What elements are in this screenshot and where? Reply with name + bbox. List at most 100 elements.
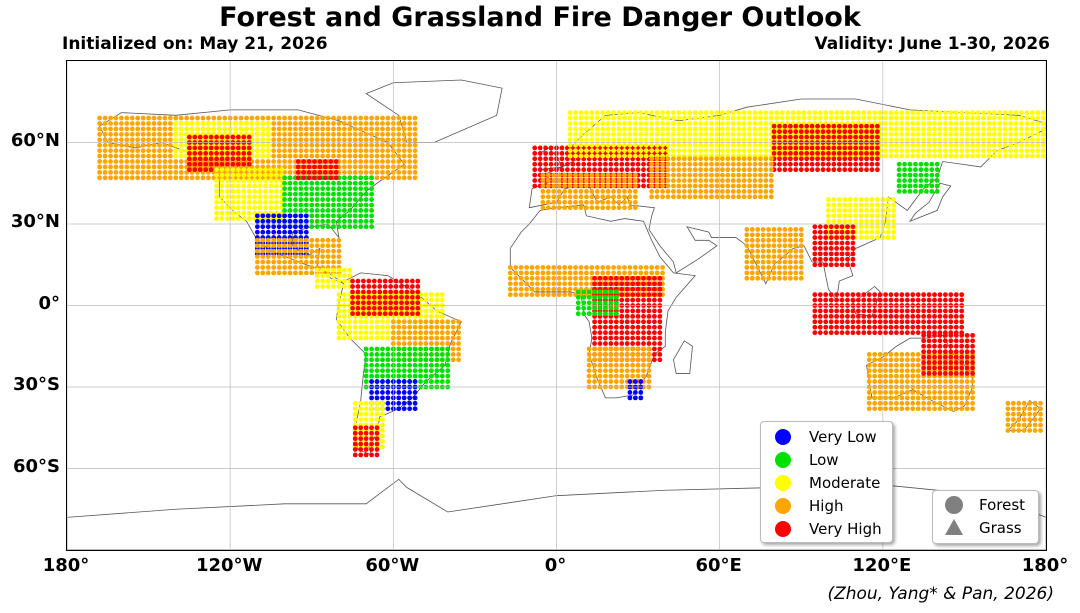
fire-danger-point [352, 202, 358, 208]
fire-danger-point [276, 237, 282, 243]
fire-danger-point [518, 286, 524, 292]
fire-danger-point [611, 142, 617, 148]
fire-danger-point [303, 142, 309, 148]
fire-danger-point [616, 194, 622, 200]
fire-danger-point [622, 205, 627, 211]
fire-danger-point [439, 297, 445, 303]
fire-danger-point [396, 142, 402, 148]
fire-danger-point [970, 148, 975, 154]
fire-danger-point [189, 175, 195, 181]
fire-danger-point [782, 156, 788, 162]
fire-danger-point [970, 142, 975, 148]
fire-danger-point [692, 142, 698, 148]
fire-danger-point [921, 148, 927, 154]
fire-danger-point [719, 183, 725, 189]
fire-danger-point [401, 335, 407, 341]
fire-danger-point [589, 189, 595, 194]
fire-danger-point [363, 373, 369, 379]
fire-danger-point [208, 161, 214, 167]
fire-danger-point [597, 368, 603, 374]
fire-danger-point [287, 248, 293, 254]
fire-danger-point [812, 229, 818, 235]
fire-danger-point [855, 110, 861, 116]
fire-danger-point [551, 199, 557, 205]
fire-danger-point [646, 379, 652, 384]
fire-danger-point [948, 121, 954, 126]
fire-danger-point [597, 311, 603, 317]
fire-danger-point [371, 300, 377, 306]
fire-danger-point [665, 110, 671, 116]
fire-danger-point [347, 142, 353, 148]
fire-danger-point [551, 275, 557, 281]
fire-danger-point [331, 224, 336, 230]
fire-danger-point [902, 189, 907, 194]
fire-danger-point [826, 161, 831, 167]
fire-danger-point [635, 313, 641, 319]
fire-danger-point [235, 216, 241, 221]
fire-danger-point [725, 189, 731, 194]
fire-danger-point [600, 131, 606, 137]
fire-danger-point [899, 153, 905, 159]
fire-danger-point [981, 115, 986, 121]
fire-danger-point [295, 164, 301, 170]
fire-danger-point [687, 172, 693, 178]
fire-danger-point [409, 284, 415, 289]
fire-danger-point [230, 150, 236, 156]
fire-danger-point [589, 131, 595, 137]
fire-danger-point [331, 142, 336, 148]
fire-danger-point [97, 175, 103, 181]
fire-danger-point [915, 406, 921, 412]
fire-danger-point [671, 167, 676, 173]
fire-danger-point [102, 164, 108, 170]
fire-danger-point [741, 126, 747, 132]
fire-danger-point [817, 240, 823, 246]
fire-danger-point [118, 148, 124, 154]
fire-danger-point [293, 208, 298, 213]
fire-danger-point [282, 191, 287, 197]
fire-danger-point [646, 281, 652, 287]
fire-danger-point [173, 159, 179, 164]
fire-danger-point [641, 172, 646, 178]
fire-danger-point [214, 156, 219, 162]
fire-danger-point [374, 411, 380, 417]
fire-danger-point [964, 137, 970, 143]
fire-danger-point [347, 324, 353, 330]
fire-danger-point [646, 373, 652, 379]
fire-danger-point [812, 324, 818, 330]
fire-danger-point [624, 368, 630, 374]
fire-danger-point [573, 126, 578, 132]
fire-danger-point [839, 256, 845, 262]
fire-danger-point [396, 164, 402, 170]
fire-danger-point [635, 281, 641, 287]
fire-danger-point [336, 330, 342, 336]
fire-danger-point [594, 183, 600, 189]
fire-danger-point [777, 237, 782, 243]
fire-danger-point [714, 178, 720, 183]
fire-danger-point [872, 330, 878, 336]
fire-danger-point [562, 183, 568, 189]
fire-danger-point [627, 142, 633, 148]
fire-danger-point [409, 311, 415, 317]
fire-danger-point [309, 186, 315, 192]
fire-danger-point [665, 167, 671, 173]
fire-danger-point [787, 129, 793, 135]
fire-danger-point [524, 292, 529, 298]
fire-danger-point [758, 121, 763, 126]
fire-danger-point [293, 254, 298, 259]
fire-danger-point [676, 183, 682, 189]
fire-danger-point [638, 148, 644, 154]
fire-danger-point [771, 237, 777, 243]
fire-danger-point [847, 218, 853, 224]
fire-danger-point [396, 395, 402, 401]
fire-danger-point [271, 229, 277, 235]
fire-danger-point [605, 142, 611, 148]
fire-danger-point [254, 142, 260, 148]
fire-danger-point [238, 121, 244, 126]
fire-danger-point [845, 324, 850, 330]
fire-danger-point [537, 145, 543, 151]
fire-danger-point [779, 115, 785, 121]
fire-danger-point [1013, 153, 1019, 159]
fire-danger-point [622, 183, 627, 189]
fire-danger-point [592, 167, 597, 173]
fire-danger-point [385, 319, 391, 325]
